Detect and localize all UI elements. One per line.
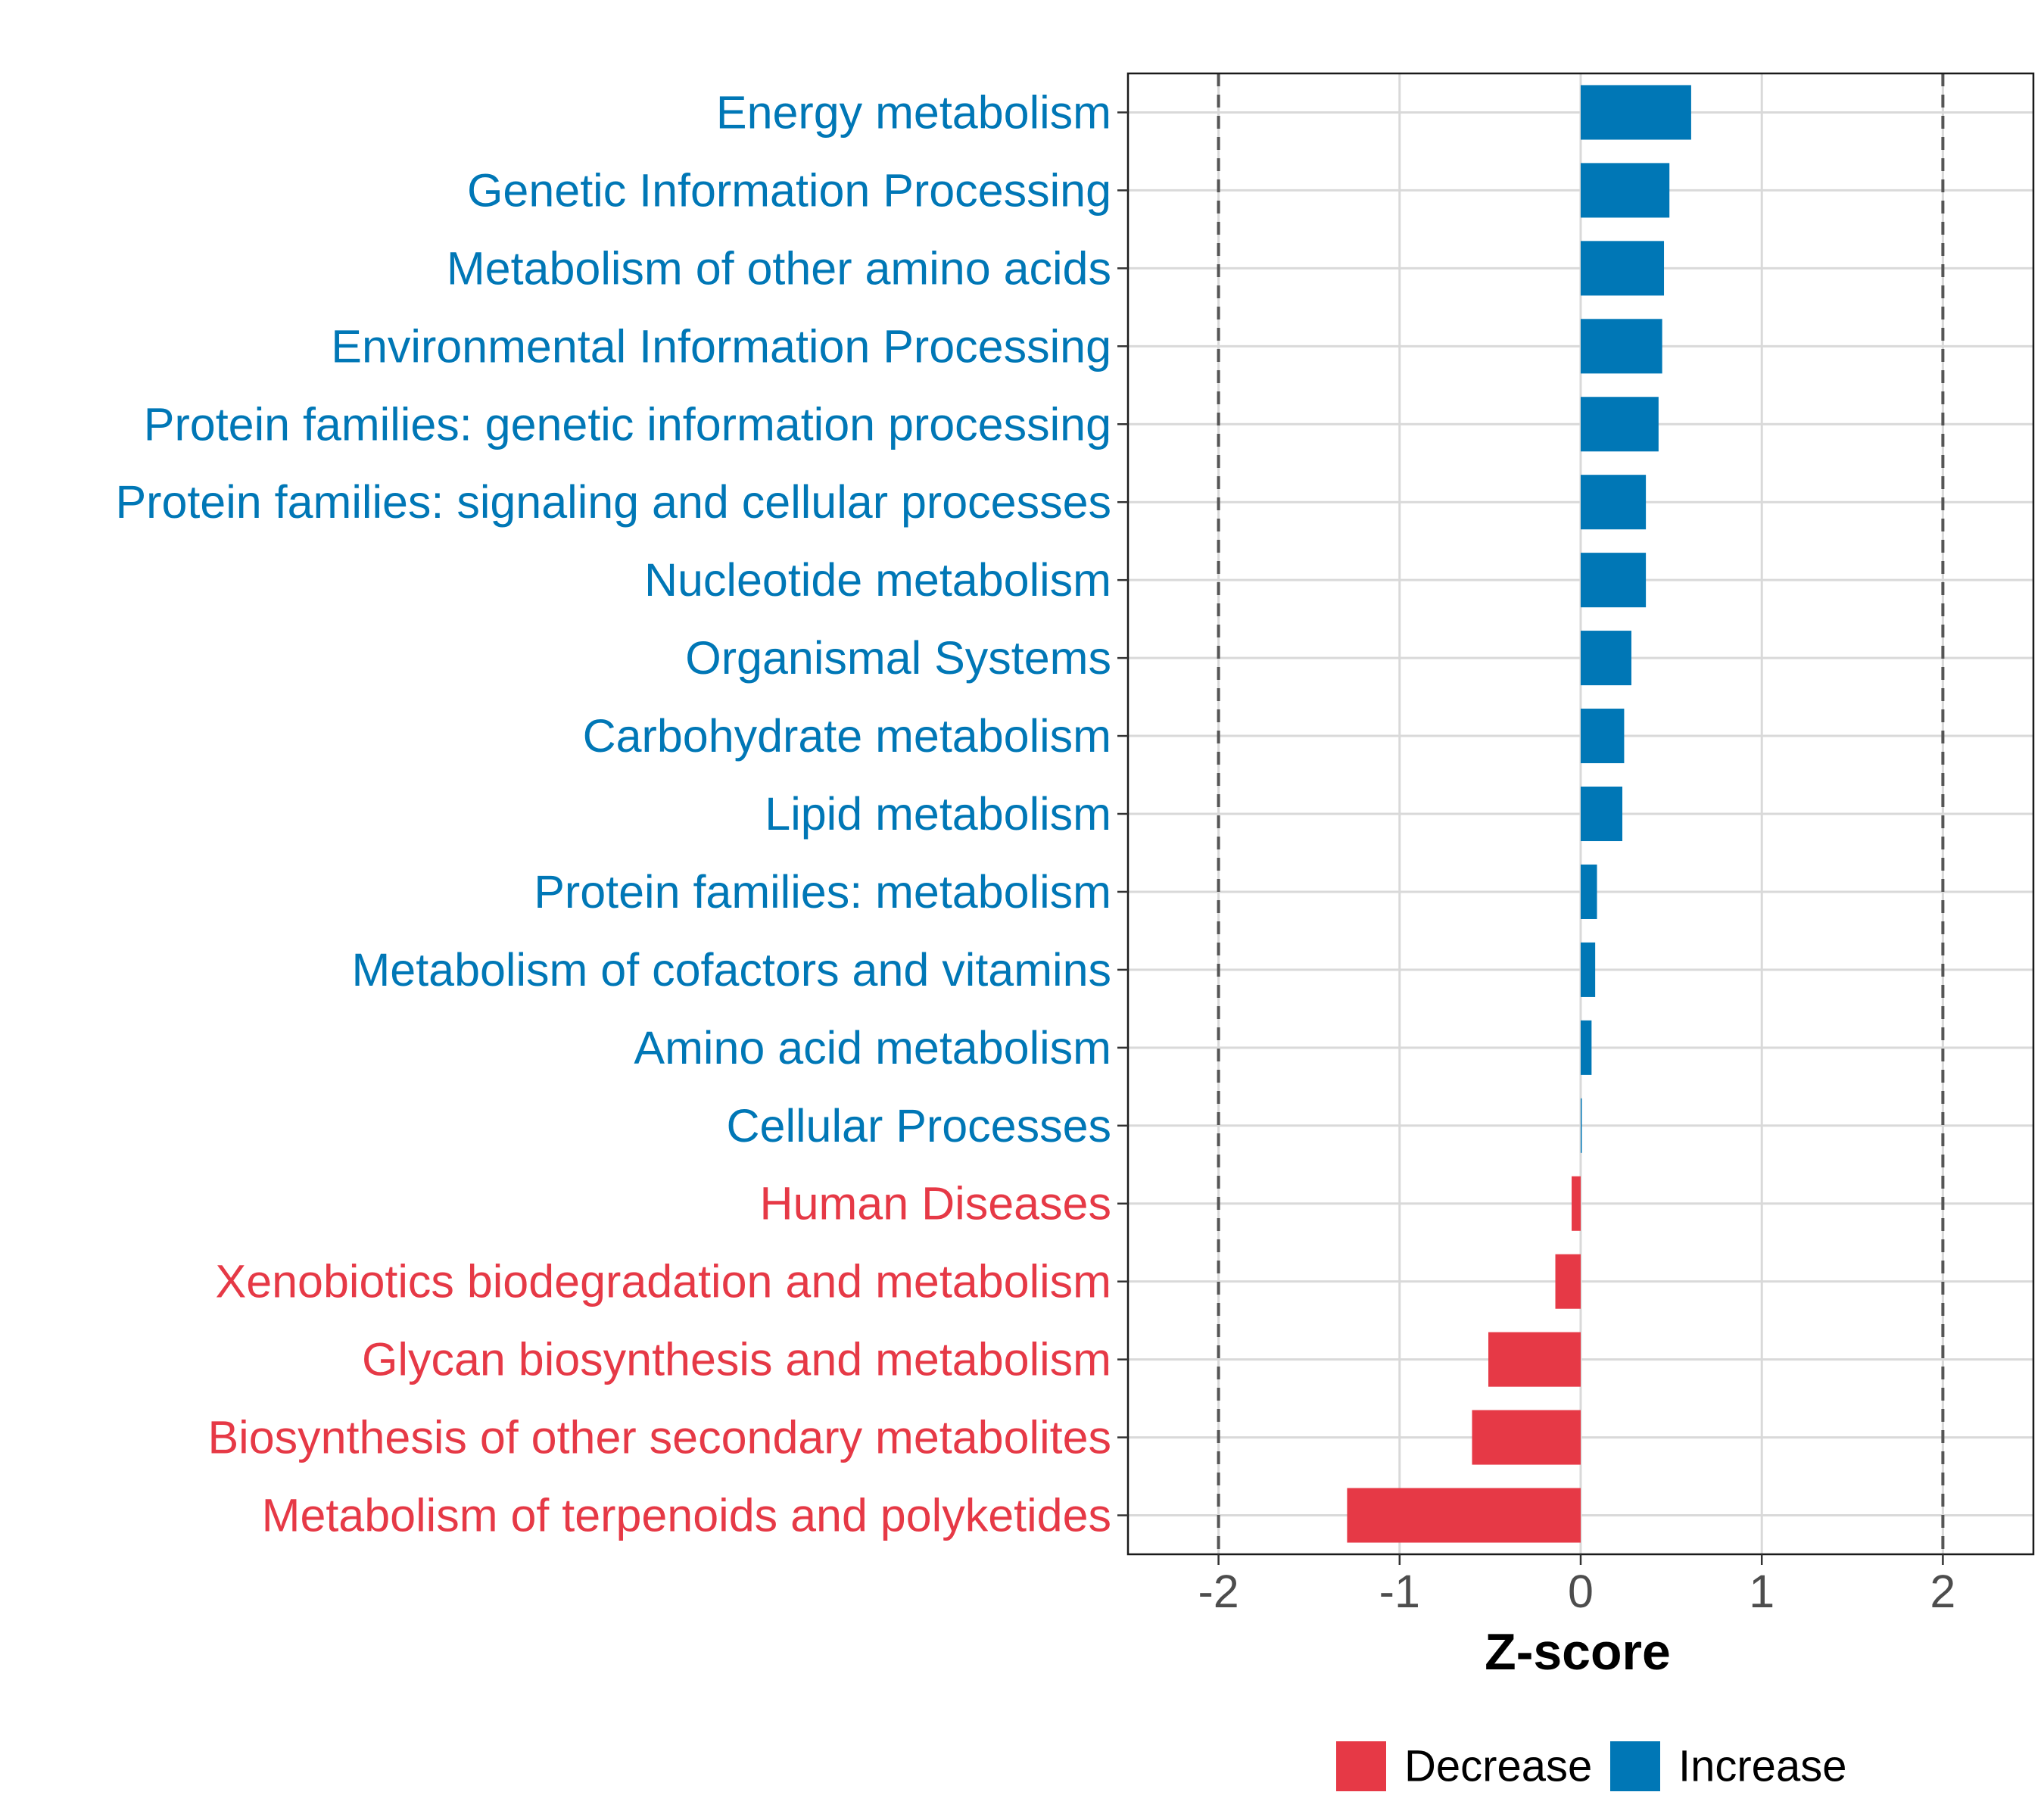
- x-tick-label: -1: [1379, 1566, 1420, 1617]
- bar: [1581, 85, 1691, 140]
- category-label: Environmental Information Processing: [331, 320, 1111, 372]
- category-label: Protein families: metabolism: [534, 866, 1111, 918]
- bar: [1488, 1332, 1581, 1387]
- bar: [1581, 864, 1597, 919]
- x-tick-label: -2: [1198, 1566, 1239, 1617]
- category-label: Glycan biosynthesis and metabolism: [362, 1334, 1111, 1385]
- bar: [1572, 1176, 1581, 1231]
- legend-swatch: [1610, 1741, 1660, 1791]
- category-label: Carbohydrate metabolism: [583, 710, 1111, 762]
- category-label: Metabolism of terpenoids and polyketides: [262, 1490, 1111, 1541]
- bar: [1581, 786, 1623, 842]
- reference-lines: [1217, 73, 1945, 1554]
- y-axis-ticks: [1117, 111, 1128, 1516]
- category-label: Biosynthesis of other secondary metaboli…: [207, 1412, 1111, 1463]
- category-label: Organismal Systems: [685, 632, 1111, 684]
- category-label: Cellular Processes: [726, 1100, 1111, 1152]
- category-label: Energy metabolism: [716, 86, 1111, 138]
- bar: [1581, 1098, 1582, 1153]
- category-labels: Energy metabolism Genetic Information Pro…: [115, 86, 1111, 1541]
- x-axis-ticks: -2 -1 0 1 2: [1198, 1554, 1955, 1617]
- category-label: Human Diseases: [760, 1178, 1111, 1230]
- bar: [1581, 1020, 1592, 1075]
- bar: [1581, 631, 1631, 686]
- category-label: Nucleotide metabolism: [644, 554, 1111, 606]
- bar: [1347, 1488, 1581, 1543]
- category-label: Amino acid metabolism: [634, 1022, 1111, 1074]
- bar: [1472, 1410, 1581, 1465]
- bar: [1555, 1254, 1581, 1309]
- category-label: Genetic Information Processing: [467, 164, 1111, 216]
- bar: [1581, 319, 1662, 374]
- legend: Decrease Increase: [1336, 1741, 1846, 1791]
- category-label: Xenobiotics biodegradation and metabolis…: [216, 1256, 1111, 1307]
- bar: [1581, 553, 1647, 608]
- x-tick-label: 1: [1749, 1566, 1774, 1617]
- category-label: Metabolism of other amino acids: [447, 242, 1111, 294]
- legend-label: Decrease: [1404, 1742, 1592, 1791]
- x-tick-label: 0: [1568, 1566, 1594, 1617]
- bar: [1581, 942, 1596, 997]
- category-label: Protein families: signaling and cellular…: [115, 476, 1111, 528]
- bars: [1347, 85, 1691, 1543]
- x-tick-label: 2: [1930, 1566, 1955, 1617]
- bar: [1581, 475, 1647, 530]
- legend-label: Increase: [1678, 1742, 1846, 1791]
- bar: [1581, 241, 1665, 296]
- category-label: Metabolism of cofactors and vitamins: [351, 944, 1111, 996]
- category-label: Protein families: genetic information pr…: [144, 398, 1111, 450]
- x-axis-title: Z-score: [1485, 1623, 1671, 1681]
- bar: [1581, 397, 1659, 452]
- bar: [1581, 709, 1625, 764]
- category-label: Lipid metabolism: [765, 788, 1111, 840]
- legend-swatch: [1336, 1741, 1386, 1791]
- bar: [1581, 163, 1670, 218]
